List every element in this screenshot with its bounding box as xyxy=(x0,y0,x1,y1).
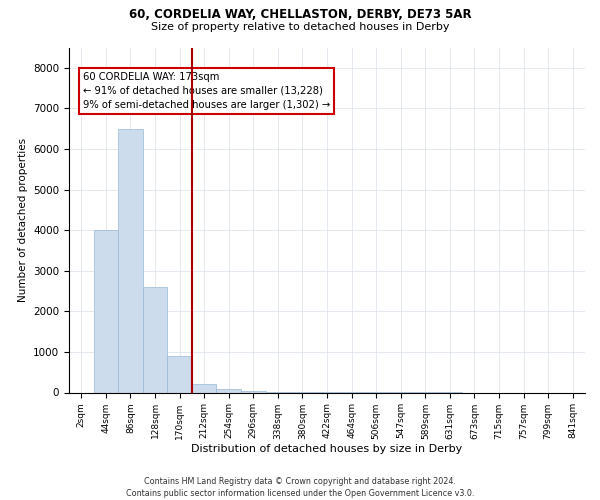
Bar xyxy=(118,128,143,392)
Y-axis label: Number of detached properties: Number of detached properties xyxy=(17,138,28,302)
Bar xyxy=(192,384,217,392)
Bar xyxy=(143,287,167,393)
Text: 60 CORDELIA WAY: 173sqm
← 91% of detached houses are smaller (13,228)
9% of semi: 60 CORDELIA WAY: 173sqm ← 91% of detache… xyxy=(83,72,330,110)
Bar xyxy=(94,230,118,392)
Text: Size of property relative to detached houses in Derby: Size of property relative to detached ho… xyxy=(151,22,449,32)
X-axis label: Distribution of detached houses by size in Derby: Distribution of detached houses by size … xyxy=(191,444,463,454)
Text: Contains HM Land Registry data © Crown copyright and database right 2024.
Contai: Contains HM Land Registry data © Crown c… xyxy=(126,476,474,498)
Bar xyxy=(217,390,241,392)
Text: 60, CORDELIA WAY, CHELLASTON, DERBY, DE73 5AR: 60, CORDELIA WAY, CHELLASTON, DERBY, DE7… xyxy=(128,8,472,20)
Bar xyxy=(241,391,266,392)
Bar xyxy=(167,356,192,393)
